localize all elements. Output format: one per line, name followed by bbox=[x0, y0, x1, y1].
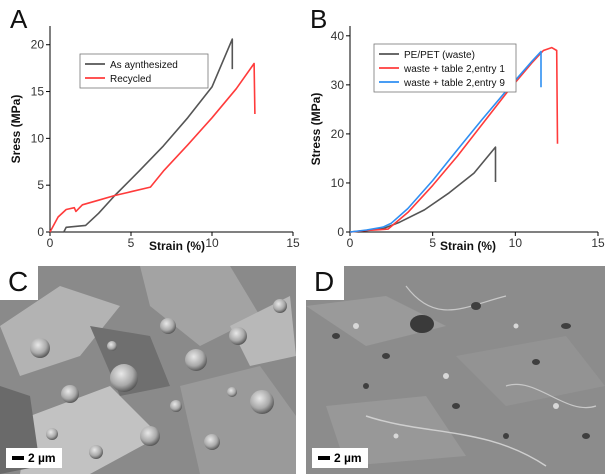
legend-label: waste + table 2,entry 1 bbox=[403, 64, 505, 75]
scale-bar-line bbox=[12, 456, 24, 460]
x-tick-label: 0 bbox=[47, 236, 54, 250]
x-tick-label: 0 bbox=[347, 236, 354, 250]
y-tick-label: 10 bbox=[331, 176, 345, 190]
series-line bbox=[349, 50, 542, 233]
x-tick-label: 15 bbox=[591, 236, 605, 250]
legend-box bbox=[79, 53, 209, 89]
stress-strain-chart-b: 0 5 10 15 0 10 20 30 40 Strain (%) Stress (MPa) PE/… bbox=[309, 26, 605, 253]
y-tick-label: 5 bbox=[37, 178, 44, 192]
series-line bbox=[50, 38, 234, 233]
x-tick-label: 10 bbox=[205, 236, 219, 250]
x-axis-label: Strain (%) bbox=[440, 239, 496, 253]
sem-texture-d bbox=[306, 266, 605, 474]
x-tick-label: 10 bbox=[509, 236, 523, 250]
y-tick-label: 0 bbox=[337, 225, 344, 239]
scale-bar-label: 2 µm bbox=[28, 451, 56, 465]
stress-strain-chart-a: 0 5 10 15 0 5 10 15 20 Strain (%) Sress (MPa) As ay… bbox=[9, 26, 300, 253]
legend-label: waste + table 2,entry 9 bbox=[403, 78, 505, 89]
x-axis-label: Strain (%) bbox=[149, 239, 205, 253]
series-line bbox=[49, 62, 256, 233]
y-tick-label: 0 bbox=[37, 225, 44, 239]
legend-label: PE/PET (waste) bbox=[404, 50, 475, 61]
scale-bar-label: 2 µm bbox=[334, 451, 362, 465]
panel-d-letter: D bbox=[306, 266, 345, 300]
legend-box bbox=[373, 43, 517, 93]
sem-texture-c bbox=[0, 266, 296, 474]
y-tick-label: 20 bbox=[331, 127, 345, 141]
y-tick-label: 10 bbox=[31, 131, 45, 145]
scale-bar-c: 2 µm bbox=[6, 448, 62, 468]
panel-a-letter: A bbox=[10, 4, 28, 34]
x-tick-label: 5 bbox=[128, 236, 135, 250]
panel-c-letter: C bbox=[0, 266, 39, 300]
series-line bbox=[349, 146, 497, 233]
sem-micrograph-c: C 2 µm bbox=[0, 266, 296, 474]
x-tick-label: 15 bbox=[286, 236, 300, 250]
y-tick-label: 15 bbox=[31, 85, 45, 99]
panel-b-letter: B bbox=[310, 4, 328, 34]
scale-bar-line bbox=[318, 456, 330, 460]
y-axis-label: Stress (MPa) bbox=[309, 93, 323, 166]
y-tick-label: 20 bbox=[31, 38, 45, 52]
scale-bar-d: 2 µm bbox=[312, 448, 368, 468]
series-line bbox=[349, 46, 559, 233]
y-tick-label: 30 bbox=[331, 78, 345, 92]
y-axis-label: Sress (MPa) bbox=[9, 95, 23, 164]
x-tick-label: 5 bbox=[429, 236, 436, 250]
legend-label: Recycled bbox=[110, 74, 151, 85]
y-tick-label: 40 bbox=[331, 29, 345, 43]
sem-micrograph-d: D 2 µm bbox=[306, 266, 605, 474]
legend-label: As aynthesized bbox=[110, 60, 178, 71]
